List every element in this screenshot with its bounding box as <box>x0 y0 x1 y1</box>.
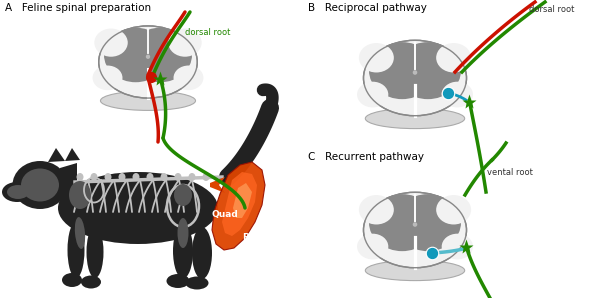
Ellipse shape <box>369 42 435 99</box>
Ellipse shape <box>203 173 210 181</box>
Ellipse shape <box>147 173 154 181</box>
Ellipse shape <box>146 55 150 59</box>
Polygon shape <box>210 177 225 193</box>
Ellipse shape <box>173 224 193 279</box>
Ellipse shape <box>104 28 167 82</box>
Text: vental root: vental root <box>487 168 533 177</box>
Ellipse shape <box>174 184 192 206</box>
Ellipse shape <box>186 277 209 289</box>
Ellipse shape <box>12 161 68 209</box>
Ellipse shape <box>7 185 29 199</box>
Ellipse shape <box>160 173 167 181</box>
Ellipse shape <box>99 26 197 98</box>
Ellipse shape <box>58 172 218 244</box>
Ellipse shape <box>363 192 466 268</box>
Ellipse shape <box>369 194 435 251</box>
Polygon shape <box>222 172 257 236</box>
Ellipse shape <box>128 28 192 82</box>
Ellipse shape <box>436 195 471 224</box>
Ellipse shape <box>188 173 196 181</box>
Polygon shape <box>65 148 80 161</box>
Ellipse shape <box>174 66 203 90</box>
Ellipse shape <box>168 29 201 57</box>
Ellipse shape <box>68 222 84 278</box>
Ellipse shape <box>167 274 190 288</box>
Text: dorsal root: dorsal root <box>528 5 574 14</box>
Ellipse shape <box>62 273 82 287</box>
Ellipse shape <box>75 217 85 249</box>
Ellipse shape <box>118 173 125 181</box>
Ellipse shape <box>365 108 465 129</box>
Ellipse shape <box>442 82 473 108</box>
Polygon shape <box>60 163 77 202</box>
Text: BCST: BCST <box>242 234 268 243</box>
Polygon shape <box>233 183 252 218</box>
Ellipse shape <box>359 195 394 224</box>
Ellipse shape <box>442 234 473 260</box>
Ellipse shape <box>395 194 461 251</box>
Ellipse shape <box>357 82 388 108</box>
Ellipse shape <box>413 70 417 75</box>
Polygon shape <box>212 162 265 250</box>
Ellipse shape <box>357 234 388 260</box>
Ellipse shape <box>81 275 101 288</box>
Polygon shape <box>48 148 65 162</box>
Ellipse shape <box>2 182 32 202</box>
Ellipse shape <box>413 222 417 227</box>
Ellipse shape <box>133 173 140 181</box>
Ellipse shape <box>94 29 128 57</box>
Text: C   Recurrent pathway: C Recurrent pathway <box>308 152 424 162</box>
Ellipse shape <box>359 43 394 72</box>
Ellipse shape <box>174 173 181 181</box>
Text: B   Reciprocal pathway: B Reciprocal pathway <box>308 3 427 13</box>
Ellipse shape <box>21 168 59 201</box>
Ellipse shape <box>177 218 188 248</box>
Ellipse shape <box>92 66 123 90</box>
Ellipse shape <box>101 91 196 110</box>
Ellipse shape <box>91 173 98 181</box>
Ellipse shape <box>395 42 461 99</box>
Text: A   Feline spinal preparation: A Feline spinal preparation <box>5 3 151 13</box>
Ellipse shape <box>69 181 91 209</box>
Ellipse shape <box>87 226 104 278</box>
Text: Quad: Quad <box>211 210 239 220</box>
Ellipse shape <box>104 173 111 181</box>
Ellipse shape <box>77 173 84 181</box>
Ellipse shape <box>365 260 465 281</box>
Ellipse shape <box>192 227 212 279</box>
Ellipse shape <box>436 43 471 72</box>
Ellipse shape <box>363 40 466 116</box>
Text: dorsal root: dorsal root <box>185 28 230 37</box>
